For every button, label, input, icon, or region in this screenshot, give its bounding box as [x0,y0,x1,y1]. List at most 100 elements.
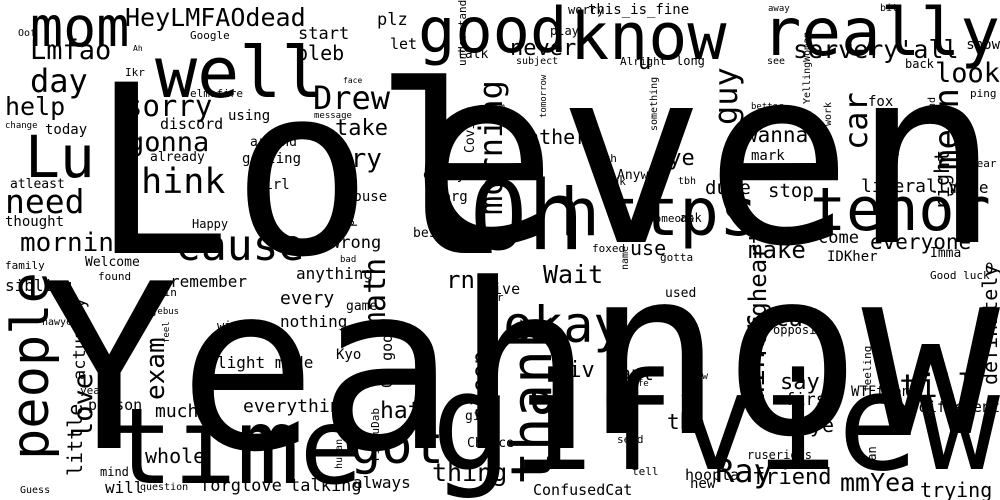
word-cloud-word: jebus [152,307,180,317]
word-cloud-word: min [157,286,177,299]
word-cloud-word: thing [432,458,508,487]
word-cloud-word: now [584,221,1000,488]
word-cloud-word: got [350,416,444,476]
word-cloud-word: everyone [870,230,972,254]
word-cloud-word: help [5,92,66,121]
word-cloud-word: already [150,150,205,165]
word-cloud-word: come [818,228,859,248]
word-cloud-word: Choice [467,436,514,451]
word-cloud-word: anything [296,264,374,283]
word-cloud-word: wrong [330,233,382,253]
word-cloud-word: Guess [20,485,51,496]
word-cloud-word: discord [160,115,224,133]
word-cloud-word: cause [175,221,305,271]
word-cloud-word: father [515,125,588,149]
word-cloud-word: look [934,58,1000,89]
word-cloud-word: know [570,0,727,75]
word-cloud-word: everything [243,396,352,417]
word-cloud-word: exam [141,337,171,400]
word-cloud-word: opposite [773,323,831,337]
word-cloud-word: rn [446,266,475,294]
word-cloud-word: hate [380,398,436,424]
word-cloud-word: definitely [978,264,1000,385]
word-cloud-word: use [630,236,667,260]
word-cloud-word: tell [632,465,659,478]
word-cloud-word: wish [217,319,246,333]
word-cloud-word: Idk [606,175,626,188]
word-cloud-word: getting [242,151,302,167]
word-cloud-word: bad [340,255,357,265]
word-cloud-word: Kyo [336,347,362,363]
word-cloud-word: someone [648,212,695,225]
word-cloud-word: IDKher [827,249,878,265]
word-cloud-word: using [228,108,271,124]
word-cloud-word: Welcome [85,255,140,270]
word-cloud-word: hair [477,291,504,304]
word-cloud-word: need [5,182,85,221]
word-cloud-word: want [608,363,654,385]
word-cloud-word: subject [516,56,559,67]
word-cloud-word: good [418,0,568,67]
word-cloud-word: cat [775,306,817,332]
word-cloud-word: Lu [25,123,95,191]
word-cloud-word: mom [30,0,130,59]
word-cloud-word: take [335,116,388,141]
word-cloud-word: Wait [543,260,604,289]
word-cloud-word: ConfusedCat [533,481,633,499]
word-cloud-word: im [493,102,506,113]
word-cloud-word: around [250,135,297,150]
word-cloud-word: worry [568,3,605,17]
word-cloud-word: found [98,270,132,283]
word-cloud-word: human [334,438,345,469]
word-cloud-word: eye [655,146,695,171]
word-cloud-word: life [627,379,649,389]
word-cloud-word: day [30,62,88,100]
word-cloud-word: Oh [470,162,585,272]
word-cloud-word: Good luck [930,269,990,282]
word-cloud-word: tomorrow [539,74,549,118]
word-cloud-word: servery'all [793,35,959,64]
word-cloud-word: HeyLMFAOdead [125,3,306,32]
word-cloud-word: start [298,24,350,44]
word-cloud-word: away [768,4,790,14]
word-cloud-word: dude [705,177,751,199]
word-cloud-word: give [465,409,497,424]
word-cloud-word: literally [861,176,959,197]
word-cloud-word: always [353,473,411,492]
word-cloud-word: understand [456,0,469,67]
word-cloud-word: mmYea [840,468,916,497]
word-cloud-word: try [335,144,382,174]
word-cloud-word: forgheart [744,229,772,360]
word-cloud-word: worse [803,167,831,177]
word-cloud-word: remember [170,272,248,291]
word-cloud-word: game [346,299,378,314]
word-cloud-word: this_is_fine [588,2,690,18]
word-cloud-word: new [690,476,716,492]
word-cloud-word: PinguDab [369,408,382,461]
word-cloud-word: play [550,24,579,38]
word-cloud-word: ping [970,87,997,100]
word-cloud-word: Man [865,446,879,468]
word-cloud-word: dear [970,157,997,170]
word-cloud-word: Happy [192,217,229,231]
word-cloud-word: Dw [696,371,709,382]
word-cloud-word: family [5,259,45,272]
word-cloud-word: Drew [313,79,391,117]
word-cloud-word: will [105,478,144,497]
word-cloud-word: first [785,390,837,410]
word-cloud-word: YellingWoman [802,31,813,104]
word-cloud-word: made [950,178,989,197]
word-cloud-word: plz [377,10,408,30]
word-cloud-word: make [748,236,806,264]
word-cloud-word: every [423,167,466,183]
word-cloud-word: live [484,280,521,298]
word-cloud-word: message [314,111,352,121]
word-cloud-word: Viv [555,358,595,383]
word-cloud-word: people [1,272,61,460]
word-cloud-word: Imma [930,246,962,261]
word-cloud-word: gotta [660,251,694,264]
word-cloud-word: something [649,76,660,131]
word-cloud-word: guy [707,67,745,125]
word-cloud-word: little [63,403,87,476]
word-cloud-word: actually [70,298,90,380]
